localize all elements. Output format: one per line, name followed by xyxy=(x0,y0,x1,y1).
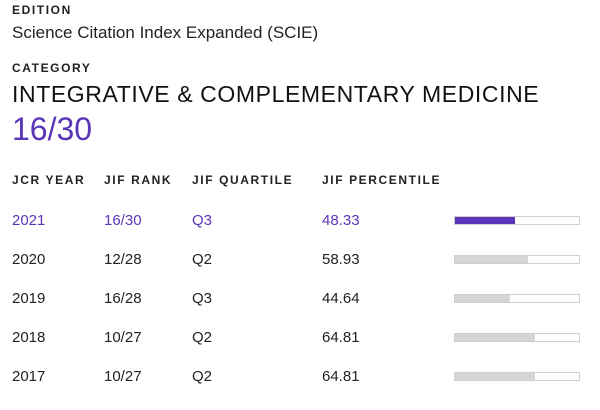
header-jif-percentile: JIF PERCENTILE xyxy=(322,173,442,187)
percentile-bar-fill xyxy=(455,256,529,263)
cell-year: 2017 xyxy=(12,368,46,385)
cell-year: 2021 xyxy=(12,212,46,229)
cell-percentile: 44.64 xyxy=(322,290,360,307)
cell-rank: 16/30 xyxy=(104,212,142,229)
cell-quartile: Q2 xyxy=(192,368,213,385)
cell-percentile: 48.33 xyxy=(322,212,360,229)
cell-quartile: Q3 xyxy=(192,212,213,229)
cell-percentile: 64.81 xyxy=(322,368,360,385)
jcr-category-panel: EDITION Science Citation Index Expanded … xyxy=(12,0,592,396)
edition-value: Science Citation Index Expanded (SCIE) xyxy=(12,23,319,42)
category-rank: 16/30 xyxy=(12,111,93,147)
header-jif-quartile: JIF QUARTILE xyxy=(192,173,294,187)
cell-quartile: Q2 xyxy=(192,329,213,346)
table-row: 2018 10/27 Q2 64.81 xyxy=(12,318,592,357)
percentile-bar-fill xyxy=(455,373,536,380)
percentile-bar-fill xyxy=(455,217,515,224)
cell-rank: 10/27 xyxy=(104,329,142,346)
cell-percentile-bar xyxy=(454,201,592,240)
percentile-bar xyxy=(454,255,580,264)
category-label: CATEGORY xyxy=(12,61,92,75)
table-row: 2019 16/28 Q3 44.64 xyxy=(12,279,592,318)
cell-percentile-bar xyxy=(454,279,592,318)
cell-year: 2019 xyxy=(12,290,46,307)
cell-percentile: 64.81 xyxy=(322,329,360,346)
percentile-bar-fill xyxy=(455,334,536,341)
percentile-bar xyxy=(454,216,580,225)
cell-rank: 16/28 xyxy=(104,290,142,307)
cell-quartile: Q2 xyxy=(192,251,213,268)
cell-percentile: 58.93 xyxy=(322,251,360,268)
edition-label: EDITION xyxy=(12,3,72,17)
table-row: 2017 10/27 Q2 64.81 xyxy=(12,357,592,396)
jcr-history-table: JCR YEAR JIF RANK JIF QUARTILE JIF PERCE… xyxy=(12,173,592,396)
cell-rank: 10/27 xyxy=(104,368,142,385)
cell-percentile-bar xyxy=(454,240,592,279)
cell-percentile-bar xyxy=(454,318,592,357)
table-row: 2021 16/30 Q3 48.33 xyxy=(12,201,592,240)
category-name: INTEGRATIVE & COMPLEMENTARY MEDICINE xyxy=(12,81,540,107)
table-header-row: JCR YEAR JIF RANK JIF QUARTILE JIF PERCE… xyxy=(12,173,592,201)
cell-quartile: Q3 xyxy=(192,290,213,307)
header-jif-rank: JIF RANK xyxy=(104,173,173,187)
table-row: 2020 12/28 Q2 58.93 xyxy=(12,240,592,279)
cell-percentile-bar xyxy=(454,357,592,396)
header-jcr-year: JCR YEAR xyxy=(12,173,86,187)
percentile-bar xyxy=(454,372,580,381)
cell-year: 2020 xyxy=(12,251,46,268)
header-percentile-bar xyxy=(454,173,592,201)
percentile-bar xyxy=(454,294,580,303)
percentile-bar xyxy=(454,333,580,342)
cell-year: 2018 xyxy=(12,329,46,346)
percentile-bar-fill xyxy=(455,295,511,302)
cell-rank: 12/28 xyxy=(104,251,142,268)
